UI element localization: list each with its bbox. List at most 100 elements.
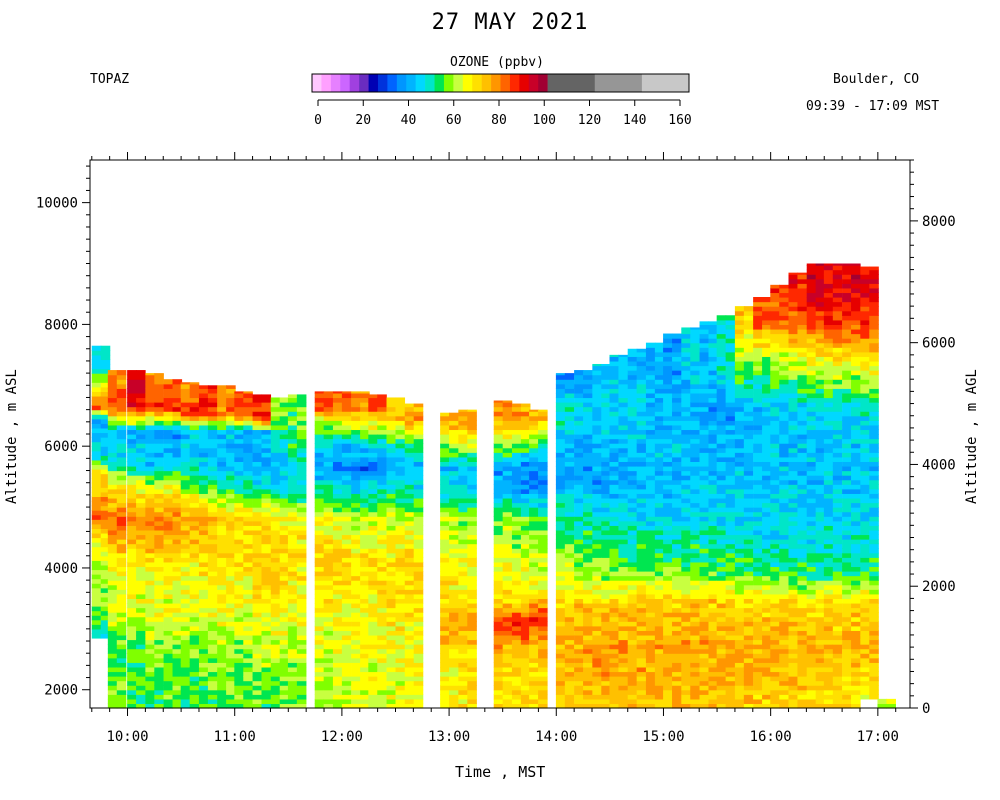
heatmap-cell (261, 415, 272, 421)
heatmap-cell (323, 452, 334, 458)
chart-title: 27 MAY 2021 (431, 10, 589, 35)
heatmap-cell (116, 639, 127, 645)
heatmap-cell (716, 698, 727, 705)
heatmap-cell (252, 434, 263, 440)
heatmap-cell (198, 529, 209, 536)
heatmap-cell (458, 539, 468, 545)
heatmap-cell (136, 662, 146, 668)
heatmap-cell (279, 653, 290, 659)
heatmap-cell (511, 666, 522, 673)
heatmap-cell (287, 593, 298, 599)
heatmap-cell (699, 621, 710, 627)
heatmap-cell (116, 571, 127, 577)
heatmap-cell (734, 616, 745, 622)
heatmap-cell (708, 338, 719, 344)
heatmap-cell (368, 456, 378, 462)
heatmap-cell (601, 363, 611, 367)
heatmap-cell (360, 507, 370, 513)
heatmap-cell (234, 571, 244, 577)
heatmap-cell (725, 347, 736, 353)
heatmap-cell (654, 703, 665, 709)
heatmap-cell (91, 405, 102, 411)
heatmap-cell (377, 397, 387, 403)
heatmap-cell (91, 583, 102, 589)
heatmap-cell (699, 589, 710, 595)
heatmap-cell (91, 386, 102, 392)
heatmap-cell (636, 360, 647, 367)
heatmap-cell (440, 689, 450, 695)
heatmap-cell (654, 465, 665, 472)
heatmap-cell (574, 525, 584, 531)
heatmap-cell (332, 465, 343, 472)
heatmap-cell (636, 662, 647, 668)
heatmap-cell (725, 319, 736, 325)
heatmap-cell (189, 694, 200, 700)
heatmap-cell (116, 653, 127, 659)
heatmap-cell (351, 689, 361, 695)
heatmap-cell (564, 616, 575, 622)
heatmap-cell (136, 484, 146, 490)
heatmap-cell (360, 516, 370, 522)
heatmap-cell (592, 511, 602, 517)
heatmap-cell (520, 456, 531, 462)
heatmap-cell (645, 488, 656, 494)
heatmap-cell (529, 612, 539, 618)
heatmap-cell (708, 479, 719, 485)
heatmap-cell (743, 685, 754, 691)
heatmap-cell (207, 607, 218, 613)
heatmap-cell (708, 388, 719, 394)
heatmap-cell (708, 452, 719, 458)
heatmap-cell (564, 452, 575, 458)
heatmap-cell (609, 580, 620, 586)
heatmap-cell (198, 598, 209, 604)
heatmap-cell (502, 470, 513, 476)
heatmap-cell (180, 575, 191, 581)
heatmap-cell (538, 616, 548, 622)
heatmap-cell (699, 630, 710, 636)
heatmap-cell (440, 666, 450, 673)
heatmap-cell (145, 520, 155, 526)
heatmap-cell (91, 628, 102, 635)
heatmap-cell (690, 511, 700, 517)
heatmap-cell (386, 666, 397, 673)
heatmap-cell (270, 511, 281, 517)
heatmap-cell (690, 571, 700, 577)
heatmap-cell (440, 657, 450, 663)
heatmap-cell (529, 634, 539, 641)
heatmap-cell (145, 534, 155, 540)
heatmap-cell (574, 534, 584, 540)
heatmap-cell (618, 383, 628, 389)
heatmap-cell (627, 374, 638, 380)
heatmap-cell (154, 374, 164, 380)
heatmap-cell (618, 575, 628, 581)
heatmap-cell (511, 452, 522, 458)
heatmap-cell (107, 662, 118, 668)
heatmap-cell (261, 685, 272, 691)
heatmap-cell (287, 552, 298, 558)
heatmap-cell (529, 666, 539, 673)
heatmap-cell (127, 566, 137, 572)
heatmap-cell (172, 548, 183, 554)
heatmap-cell (690, 520, 700, 526)
heatmap-cell (217, 511, 227, 517)
heatmap-cell (663, 434, 673, 440)
heatmap-cell (154, 434, 164, 440)
heatmap-cell (645, 575, 656, 581)
heatmap-cell (520, 694, 531, 700)
heatmap-cell (708, 360, 719, 367)
heatmap-cell (449, 557, 459, 563)
heatmap-cell (449, 634, 459, 641)
heatmap-cell (645, 465, 656, 472)
heatmap-cell (368, 662, 378, 668)
heatmap-cell (699, 680, 710, 686)
location-label: Boulder, CO (833, 72, 920, 87)
heatmap-cell (116, 539, 127, 545)
heatmap-cell (672, 534, 682, 540)
heatmap-cell (654, 370, 665, 376)
heatmap-cell (555, 612, 566, 618)
heatmap-cell (681, 580, 691, 586)
heatmap-cell (592, 607, 602, 613)
heatmap-cell (314, 529, 325, 536)
heatmap-cell (449, 443, 459, 449)
heatmap-cell (217, 662, 227, 668)
